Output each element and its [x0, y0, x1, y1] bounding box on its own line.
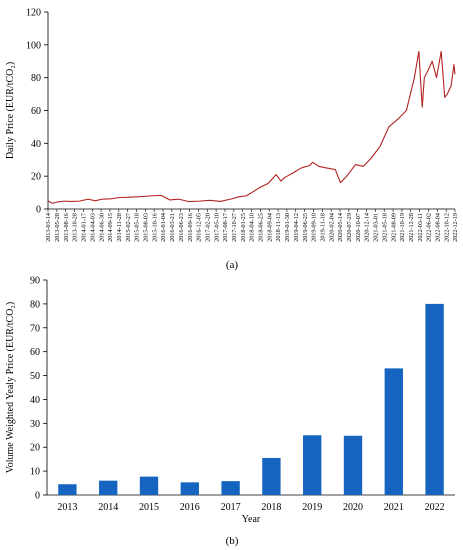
x-tick-label: 2020 — [343, 502, 363, 513]
x-tick-label: 2018-06-25 — [258, 213, 265, 242]
bar — [262, 457, 281, 495]
x-tick-label: 2019-11-18 — [319, 213, 326, 242]
y-tick-label: 120 — [26, 8, 41, 19]
x-tick-label: 2020-02-04 — [328, 213, 335, 242]
x-tick-label: 2020-07-29 — [346, 213, 353, 242]
bar — [384, 368, 403, 495]
bars — [58, 303, 444, 495]
y-axis-label: Volume Weighted Yealy Price (EUR/tCO₂) — [5, 302, 16, 473]
panel-label-b: (b) — [226, 535, 239, 547]
x-tick-label: 2022-06-02 — [426, 213, 433, 242]
x-tick-label: 2018-09-04 — [266, 213, 273, 242]
x-tick-label: 2015-08-03 — [143, 213, 150, 242]
y-tick-label: 100 — [26, 40, 41, 51]
bar — [343, 435, 363, 495]
y-tick-label: 80 — [31, 73, 41, 84]
bar — [58, 484, 77, 495]
x-tick-label: 2014-09-15 — [107, 213, 114, 242]
daily-price-line — [47, 50, 456, 204]
bar — [180, 482, 199, 495]
y-tick-label: 0 — [36, 205, 41, 216]
x-tick-label: 2020-05-14 — [337, 213, 344, 242]
x-tick-label: 2022-12-19 — [452, 213, 459, 242]
y-axis-label: Daily Price (EUR/tCO₂) — [5, 62, 16, 159]
x-tick-label: 2013-08-16 — [63, 213, 70, 242]
x-tick-label: 2014-01-17 — [81, 213, 88, 242]
x-tick-label: 2015-05-18 — [134, 213, 141, 242]
x-tick-label: 2020-12-14 — [364, 213, 371, 242]
bar-chart-panel: 0 10 20 30 40 50 60 70 80 90 2013 2014 2015 2016 2017… — [5, 276, 455, 547]
x-tick-label: 2021-03-01 — [373, 213, 380, 242]
x-tick-label: 2015 — [139, 502, 159, 513]
y-axis-ticks: 0 20 40 60 80 100 120 — [26, 8, 48, 216]
y-axis-ticks: 0 10 20 30 40 50 60 70 80 90 — [30, 276, 47, 502]
y-tick-label: 20 — [30, 443, 40, 454]
x-tick-label: 2015-10-16 — [151, 213, 158, 242]
x-tick-label: 2018-11-13 — [275, 213, 282, 242]
x-tick-label: 2021-10-19 — [399, 213, 406, 242]
x-tick-label: 2021 — [384, 502, 404, 513]
x-tick-label: 2022-10-12 — [443, 213, 450, 242]
x-tick-label: 2022-03-11 — [417, 213, 424, 242]
x-tick-label: 2018-04-10 — [249, 213, 256, 242]
x-tick-label: 2017-05-10 — [213, 213, 220, 242]
x-axis-ticks: 2013 2014 2015 2016 2017 2018 2019 2020 2021 2022 — [57, 502, 444, 513]
y-tick-label: 40 — [31, 139, 41, 150]
x-tick-label: 2019 — [302, 502, 322, 513]
x-tick-label: 2021-12-28 — [408, 213, 415, 242]
y-tick-label: 40 — [30, 395, 40, 406]
x-tick-label: 2014-06-30 — [98, 213, 105, 242]
bar — [139, 476, 159, 495]
x-tick-label: 2019-04-12 — [293, 213, 300, 242]
x-tick-label: 2017 — [221, 502, 241, 513]
x-tick-label: 2020-10-07 — [355, 213, 362, 242]
y-tick-label: 90 — [30, 276, 40, 287]
y-tick-label: 10 — [30, 467, 40, 478]
x-tick-label: 2016-06-23 — [178, 213, 185, 242]
bar — [303, 435, 322, 495]
x-tick-label: 2017-08-17 — [222, 213, 229, 242]
y-tick-label: 60 — [30, 347, 40, 358]
x-tick-label: 2022-08-04 — [435, 213, 442, 242]
x-tick-label: 2014-04-03 — [89, 213, 96, 242]
y-tick-label: 0 — [35, 491, 40, 502]
x-tick-label: 2016-12-05 — [196, 213, 203, 242]
bar — [425, 303, 444, 495]
y-tick-label: 80 — [30, 299, 40, 310]
x-tick-label: 2016-09-16 — [187, 213, 194, 242]
x-tick-label: 2016-03-21 — [169, 213, 176, 242]
x-tick-label: 2016-01-04 — [160, 213, 167, 242]
x-tick-label: 2022 — [425, 502, 445, 513]
x-tick-label: 2015-02-27 — [125, 213, 132, 242]
x-tick-label: 2013 — [57, 502, 77, 513]
y-tick-label: 70 — [30, 323, 40, 334]
x-tick-label: 2014 — [98, 502, 118, 513]
y-tick-label: 50 — [30, 371, 40, 382]
x-tick-label: 2013-03-14 — [45, 213, 52, 242]
x-tick-label: 2019-09-10 — [311, 213, 318, 242]
bar — [221, 481, 240, 495]
y-tick-label: 60 — [31, 106, 41, 117]
panel-label-a: (a) — [226, 259, 239, 271]
x-tick-label: 2013-05-28 — [54, 213, 61, 242]
bar — [99, 480, 118, 495]
x-tick-label: 2013-10-28 — [72, 213, 79, 242]
x-axis-ticks: 2013-03-14 2013-05-28 2013-08-16 2013-10-28… — [45, 209, 459, 242]
x-tick-label: 2017-10-27 — [231, 213, 238, 242]
x-axis-label: Year — [242, 514, 261, 525]
x-tick-label: 2017-02-20 — [204, 213, 211, 242]
x-tick-label: 2019-01-30 — [284, 213, 291, 242]
x-tick-label: 2014-11-28 — [116, 213, 123, 242]
x-tick-label: 2018 — [261, 502, 281, 513]
x-tick-label: 2021-05-18 — [381, 213, 388, 242]
y-tick-label: 30 — [30, 419, 40, 430]
x-tick-label: 2018-01-25 — [240, 213, 247, 242]
x-tick-label: 2021-08-09 — [390, 213, 397, 242]
x-tick-label: 2019-06-25 — [302, 213, 309, 242]
y-tick-label: 20 — [31, 172, 41, 183]
x-tick-label: 2016 — [180, 502, 200, 513]
